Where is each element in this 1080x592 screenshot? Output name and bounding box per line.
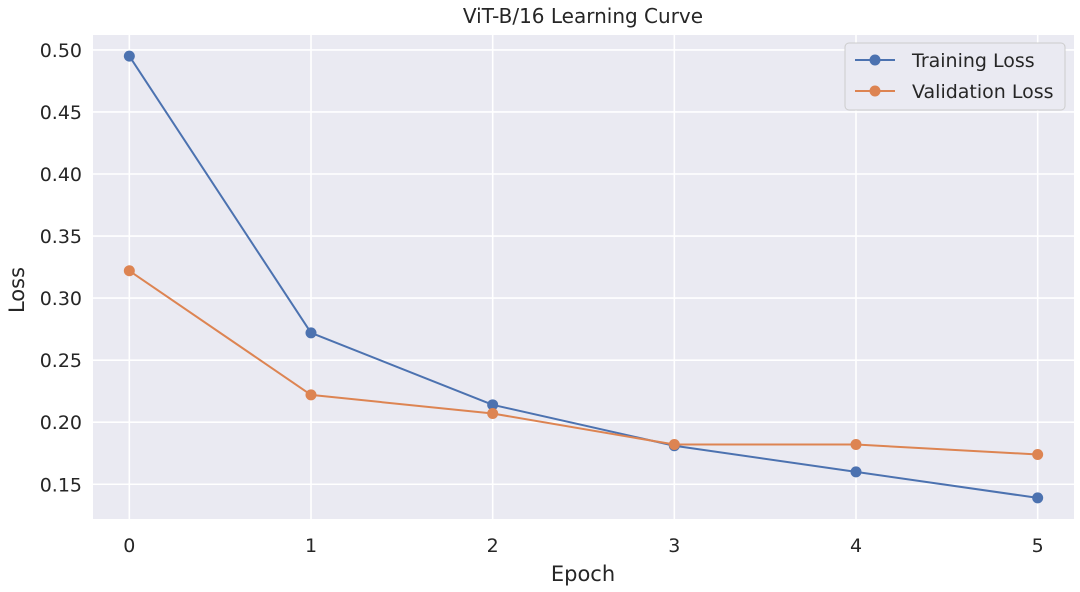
data-point-training xyxy=(305,327,317,339)
grid xyxy=(93,35,1074,519)
y-tick-label: 0.20 xyxy=(40,412,82,434)
legend: Training Loss Validation Loss xyxy=(844,42,1066,111)
data-point-training xyxy=(123,50,135,62)
y-tick-label: 0.30 xyxy=(40,288,82,310)
data-point-validation xyxy=(850,439,862,451)
x-tick-label: 0 xyxy=(123,535,135,557)
chart-title: ViT-B/16 Learning Curve xyxy=(463,4,703,28)
x-tick-label: 3 xyxy=(668,535,680,557)
series-layer xyxy=(123,50,1044,504)
legend-marker-training xyxy=(869,54,881,66)
x-tick-label: 4 xyxy=(850,535,862,557)
data-point-training xyxy=(487,399,499,411)
legend-marker-validation xyxy=(869,85,881,97)
legend-entry-training: Training Loss xyxy=(855,50,1035,72)
y-tick-label: 0.25 xyxy=(40,350,82,372)
data-point-training xyxy=(850,466,862,478)
series-line-training xyxy=(128,55,1038,499)
data-point-training xyxy=(1032,492,1044,504)
legend-box xyxy=(844,42,1066,111)
data-point-validation xyxy=(1032,448,1044,460)
y-tick-label: 0.50 xyxy=(40,40,82,62)
y-tick-label: 0.45 xyxy=(40,102,82,124)
data-point-validation xyxy=(487,408,499,420)
legend-label-validation: Validation Loss xyxy=(912,81,1054,103)
y-tick-label: 0.35 xyxy=(40,226,82,248)
series-line-validation xyxy=(128,269,1038,456)
legend-label-training: Training Loss xyxy=(911,50,1035,72)
plot-area xyxy=(93,35,1074,519)
x-tick-label: 1 xyxy=(305,535,317,557)
y-tick-label: 0.40 xyxy=(40,164,82,186)
data-point-validation xyxy=(123,265,135,277)
y-tick-label: 0.15 xyxy=(40,474,82,496)
tick-labels: 0 1 2 3 4 5 0.15 0.20 0.25 0.30 0.35 0.40 0.45 0.50 xyxy=(40,40,1044,557)
legend-entry-validation: Validation Loss xyxy=(855,81,1054,103)
data-point-validation xyxy=(668,439,680,451)
x-tick-label: 5 xyxy=(1032,535,1044,557)
data-point-validation xyxy=(305,389,317,401)
y-axis-label: Loss xyxy=(5,267,29,313)
x-tick-label: 2 xyxy=(487,535,499,557)
x-axis-label: Epoch xyxy=(551,562,615,586)
